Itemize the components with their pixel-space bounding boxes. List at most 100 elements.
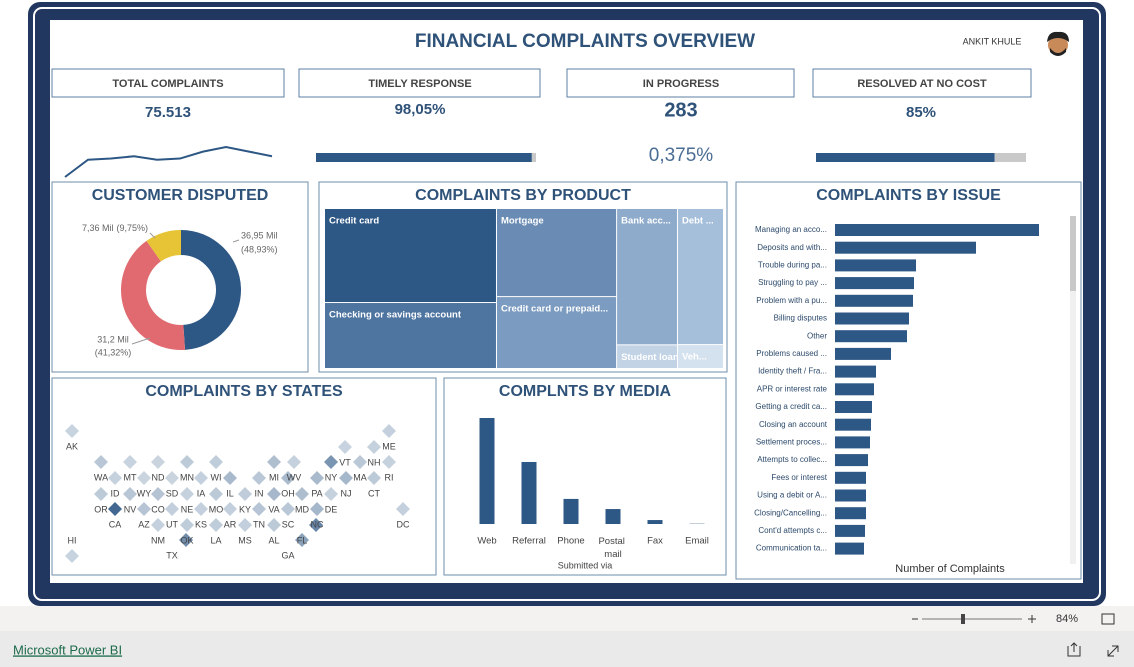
treemap-label: Credit card (329, 216, 379, 227)
kpi-label: TIMELY RESPONSE (368, 78, 471, 90)
state-label: TN (253, 519, 265, 529)
treemap-tile (325, 209, 496, 303)
state-label: MA (353, 472, 367, 482)
y-tick-label: Attempts to collec... (757, 455, 827, 464)
x-tick-line: mail (604, 549, 621, 560)
y-tick-label: Cont'd attempts c... (758, 526, 827, 535)
x-tick-label: Referral (512, 536, 546, 547)
state-label: AL (268, 535, 279, 545)
kpi-share: 0,375% (649, 145, 714, 166)
bar (835, 383, 874, 396)
panel-title: COMPLAINTS BY ISSUE (816, 187, 1001, 204)
state-marker (180, 518, 194, 532)
fit-page[interactable] (1101, 613, 1115, 625)
state-marker (123, 455, 137, 469)
treemap-label: Student loan (621, 352, 679, 363)
x-tick-label: Web (477, 536, 496, 547)
y-tick-label: Trouble during pa... (758, 261, 827, 270)
zoom-in[interactable] (1028, 615, 1036, 623)
state-marker (295, 487, 309, 501)
state-marker (367, 440, 381, 454)
y-tick-label: Other (807, 331, 827, 340)
donut-slice (181, 230, 241, 350)
state-label: OK (180, 535, 193, 545)
state-label: PA (311, 488, 322, 498)
state-label: ND (152, 472, 165, 482)
state-marker (252, 502, 266, 516)
y-tick-label: Identity theft / Fra... (758, 367, 827, 376)
state-label: ME (382, 441, 396, 451)
state-marker (179, 533, 193, 547)
state-label: SC (282, 519, 295, 529)
progress-fill (816, 153, 995, 162)
state-marker (309, 518, 323, 532)
fullscreen-icon[interactable] (1107, 645, 1119, 657)
y-tick-label: Deposits and with... (757, 243, 827, 252)
y-tick-label: Fees or interest (771, 473, 827, 482)
donut-label: 36,95 Mil (241, 230, 278, 240)
state-label: RI (385, 472, 394, 482)
state-marker (338, 440, 352, 454)
state-label: WV (287, 472, 302, 482)
state-label: OR (94, 504, 108, 514)
bar (835, 401, 872, 413)
state-marker (151, 455, 165, 469)
bar (835, 471, 866, 484)
donut-percent: (41,32%) (95, 347, 132, 357)
state-marker (267, 487, 281, 501)
zoom-thumb[interactable] (961, 614, 965, 624)
author: ANKIT KHULE (963, 36, 1022, 46)
state-marker (209, 455, 223, 469)
bar (835, 241, 976, 254)
y-tick-label: Getting a credit ca... (755, 402, 827, 411)
leader-line (131, 337, 151, 345)
y-tick-label: Problem with a pu... (756, 296, 827, 305)
state-label: NM (151, 535, 165, 545)
y-tick-label: Closing/Cancelling... (754, 508, 827, 517)
bar (835, 330, 907, 343)
zoom-controls: 84% (912, 613, 1115, 625)
share-icon[interactable] (1067, 642, 1081, 657)
bar (605, 509, 621, 524)
state-marker (281, 471, 295, 485)
state-marker (194, 471, 208, 485)
treemap-label: Credit card or prepaid... (501, 304, 608, 315)
treemap-tile (677, 209, 723, 345)
kpi-cards: TOTAL COMPLAINTS TIMELY RESPONSE IN PROG… (51, 68, 1032, 166)
state-marker (194, 502, 208, 516)
bar (521, 461, 537, 524)
state-label: NC (311, 519, 324, 529)
y-tick-label: Billing disputes (774, 314, 827, 323)
state-marker (151, 487, 165, 501)
kpi-card (566, 68, 795, 98)
state-label: VA (268, 504, 279, 514)
state-label: MD (295, 504, 309, 514)
panel-title: CUSTOMER DISPUTED (92, 187, 269, 204)
treemap-label: Veh... (682, 352, 707, 363)
kpi-card (51, 68, 285, 98)
treemap-label: Mortgage (501, 216, 544, 227)
state-label: AR (224, 519, 237, 529)
brand-link[interactable]: Microsoft Power BI (13, 642, 122, 657)
bar (835, 294, 913, 307)
bar (647, 520, 663, 524)
state-marker (137, 471, 151, 485)
treemap-tile (677, 345, 723, 368)
scrollbar-thumb[interactable] (1070, 216, 1076, 291)
treemap-label: Checking or savings account (329, 310, 462, 321)
state-label: NE (181, 504, 194, 514)
leader-line (232, 239, 240, 243)
state-label: MO (209, 504, 224, 514)
treemap-label: Bank acc... (621, 216, 671, 227)
panel (735, 181, 1082, 580)
kpi-value: 98,05% (395, 101, 446, 118)
treemap-tile (617, 209, 677, 345)
kpi-value: 75.513 (145, 104, 191, 121)
state-label: KY (239, 504, 251, 514)
state-marker (165, 502, 179, 516)
state-label: MI (269, 472, 279, 482)
state-label: NH (368, 457, 381, 467)
kpi-label: RESOLVED AT NO COST (857, 78, 987, 90)
state-marker (223, 471, 237, 485)
bar (835, 454, 868, 467)
